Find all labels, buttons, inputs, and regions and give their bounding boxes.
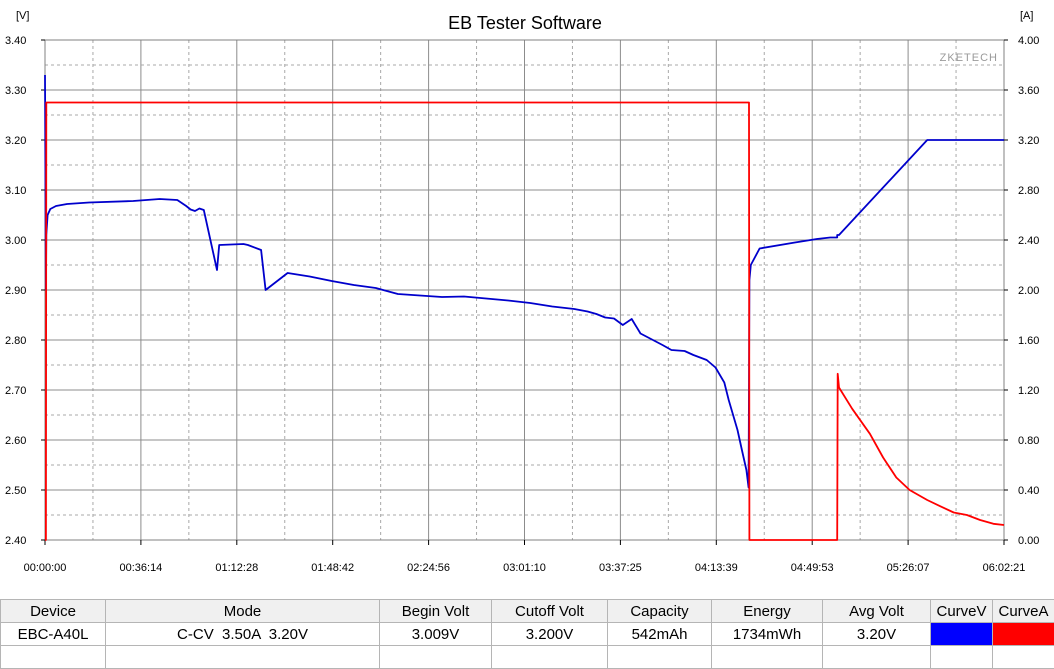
chart-title: EB Tester Software [448,13,602,33]
left-tick-label: 3.20 [5,135,26,147]
header-energy: Energy [712,600,823,623]
x-tick-label: 04:13:39 [695,562,738,574]
grid [45,40,1004,540]
cell-cutoff-volt: 3.200V [492,623,608,646]
right-tick-label: 2.80 [1018,185,1039,197]
cell-curve-a-color[interactable] [993,623,1054,646]
x-axis: 00:00:00 00:36:14 01:12:28 01:48:42 02:24:56… [24,540,1026,574]
empty-cell [492,646,608,669]
right-axis: 0.00 0.40 0.80 1.20 1.60 2.00 2.40 2.80 3.20 3.60… [1004,35,1039,547]
x-tick-label: 05:26:07 [887,562,930,574]
empty-cell [380,646,492,669]
empty-cell [823,646,931,669]
x-tick-label: 04:49:53 [791,562,834,574]
x-tick-label: 01:12:28 [215,562,258,574]
x-tick-label: 06:02:21 [983,562,1026,574]
table-header-row: Device Mode Begin Volt Cutoff Volt Capac… [1,600,1054,623]
cell-device: EBC-A40L [1,623,106,646]
cell-mode: C-CV 3.50A 3.20V [106,623,380,646]
empty-cell [993,646,1054,669]
right-tick-label: 2.00 [1018,285,1039,297]
cell-avg-volt: 3.20V [823,623,931,646]
right-axis-unit: [A] [1020,10,1033,22]
left-tick-label: 2.70 [5,385,26,397]
curve-v-swatch[interactable] [931,623,992,645]
info-table: Device Mode Begin Volt Cutoff Volt Capac… [0,599,1054,669]
table-empty-row [1,646,1054,669]
left-tick-label: 3.10 [5,185,26,197]
right-tick-label: 3.60 [1018,85,1039,97]
left-tick-label: 3.00 [5,235,26,247]
left-tick-label: 2.80 [5,335,26,347]
right-tick-label: 2.40 [1018,235,1039,247]
x-tick-label: 00:00:00 [24,562,67,574]
x-tick-label: 01:48:42 [311,562,354,574]
header-avg-volt: Avg Volt [823,600,931,623]
empty-cell [106,646,380,669]
right-tick-label: 3.20 [1018,135,1039,147]
x-tick-label: 02:24:56 [407,562,450,574]
left-tick-label: 2.40 [5,535,26,547]
left-tick-label: 2.90 [5,285,26,297]
left-axis: 2.40 2.50 2.60 2.70 2.80 2.90 3.00 3.10 3.20 3.30… [5,35,45,547]
left-tick-label: 3.40 [5,35,26,47]
chart: EB Tester Software [V] [A] ZKETECH 2.402… [0,0,1054,598]
right-tick-label: 1.60 [1018,335,1039,347]
x-tick-label: 03:37:25 [599,562,642,574]
header-curve-a: CurveA [993,600,1054,623]
right-tick-label: 0.40 [1018,485,1039,497]
right-tick-label: 0.80 [1018,435,1039,447]
header-begin-volt: Begin Volt [380,600,492,623]
header-capacity: Capacity [608,600,712,623]
curve-a-swatch[interactable] [993,623,1054,645]
right-tick-label: 4.00 [1018,35,1039,47]
right-tick-label: 0.00 [1018,535,1039,547]
cell-capacity: 542mAh [608,623,712,646]
x-tick-label: 00:36:14 [119,562,162,574]
cell-begin-volt: 3.009V [380,623,492,646]
empty-cell [712,646,823,669]
header-device: Device [1,600,106,623]
cell-energy: 1734mWh [712,623,823,646]
empty-cell [1,646,106,669]
left-tick-label: 2.60 [5,435,26,447]
left-tick-label: 3.30 [5,85,26,97]
header-curve-v: CurveV [931,600,993,623]
x-tick-label: 03:01:10 [503,562,546,574]
right-tick-label: 1.20 [1018,385,1039,397]
header-cutoff-volt: Cutoff Volt [492,600,608,623]
left-tick-label: 2.50 [5,485,26,497]
table-row: EBC-A40L C-CV 3.50A 3.20V 3.009V 3.200V … [1,623,1054,646]
empty-cell [608,646,712,669]
cell-curve-v-color[interactable] [931,623,993,646]
empty-cell [931,646,993,669]
watermark: ZKETECH [940,52,998,64]
left-axis-unit: [V] [16,10,29,22]
header-mode: Mode [106,600,380,623]
